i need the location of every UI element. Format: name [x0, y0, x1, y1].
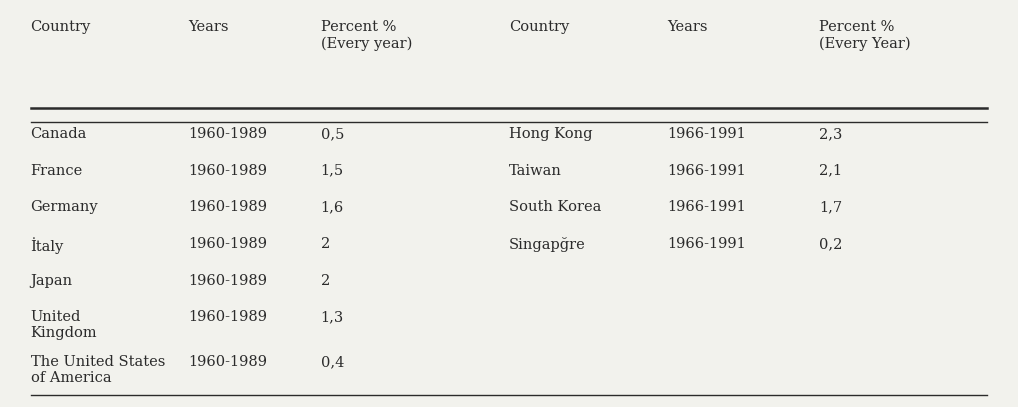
Text: Hong Kong: Hong Kong [509, 127, 592, 141]
Text: 1960-1989: 1960-1989 [188, 164, 268, 177]
Text: 1966-1991: 1966-1991 [667, 200, 745, 214]
Text: 1960-1989: 1960-1989 [188, 200, 268, 214]
Text: 2,3: 2,3 [819, 127, 843, 141]
Text: United
Kingdom: United Kingdom [31, 310, 97, 340]
Text: 1,5: 1,5 [321, 164, 344, 177]
Text: 2: 2 [321, 237, 330, 251]
Text: Country: Country [31, 20, 91, 34]
Text: France: France [31, 164, 82, 177]
Text: 2: 2 [321, 274, 330, 287]
Text: Taiwan: Taiwan [509, 164, 562, 177]
Text: 1960-1989: 1960-1989 [188, 127, 268, 141]
Text: 1966-1991: 1966-1991 [667, 127, 745, 141]
Text: 1966-1991: 1966-1991 [667, 164, 745, 177]
Text: 1960-1989: 1960-1989 [188, 310, 268, 324]
Text: Singapğre: Singapğre [509, 237, 585, 252]
Text: 1,7: 1,7 [819, 200, 843, 214]
Text: 1960-1989: 1960-1989 [188, 355, 268, 369]
Text: Country: Country [509, 20, 569, 34]
Text: Canada: Canada [31, 127, 87, 141]
Text: İtaly: İtaly [31, 237, 64, 254]
Text: 1,3: 1,3 [321, 310, 344, 324]
Text: 2,1: 2,1 [819, 164, 843, 177]
Text: Percent %
(Every Year): Percent % (Every Year) [819, 20, 911, 51]
Text: 0,4: 0,4 [321, 355, 344, 369]
Text: Germany: Germany [31, 200, 98, 214]
Text: Years: Years [667, 20, 708, 34]
Text: 0,5: 0,5 [321, 127, 344, 141]
Text: 1966-1991: 1966-1991 [667, 237, 745, 251]
Text: 1,6: 1,6 [321, 200, 344, 214]
Text: Japan: Japan [31, 274, 72, 287]
Text: 0,2: 0,2 [819, 237, 843, 251]
Text: Years: Years [188, 20, 229, 34]
Text: 1960-1989: 1960-1989 [188, 274, 268, 287]
Text: South Korea: South Korea [509, 200, 602, 214]
Text: 1960-1989: 1960-1989 [188, 237, 268, 251]
Text: Percent %
(Every year): Percent % (Every year) [321, 20, 412, 51]
Text: The United States
of America: The United States of America [31, 355, 165, 385]
